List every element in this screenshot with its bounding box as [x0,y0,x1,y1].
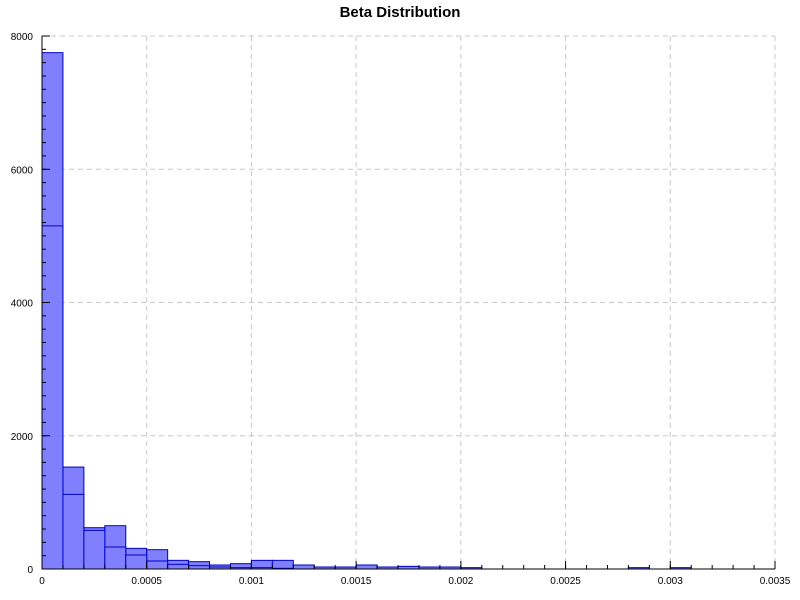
bars-layer [41,52,692,570]
x-tick-label: 0.002 [448,576,473,587]
x-tick-label: 0 [39,576,45,587]
y-tick-label: 6000 [11,165,34,176]
histogram-bar-series-2 [167,563,190,570]
histogram-bar-series-2 [125,554,148,570]
histogram-bar-series-2 [83,529,106,570]
histogram-bar-series-2 [41,225,64,570]
chart-title: Beta Distribution [340,4,461,21]
axes-layer: 0 0.0005 0.001 0.0015 0.002 0.0025 0.003 0.0035… [11,32,791,587]
histogram-bar-series-2 [104,546,127,570]
y-tick-label: 0 [27,565,33,576]
histogram-bar-series-1 [355,564,378,570]
histogram-bar-series-2 [62,493,85,570]
x-tick-label: 0.001 [239,576,264,587]
x-tick-label: 0.0025 [550,576,581,587]
x-tick-label: 0.0035 [760,576,791,587]
y-tick-label: 4000 [11,299,34,310]
histogram-bar-series-2 [146,560,169,570]
grid-layer [42,35,776,569]
x-tick-label: 0.0015 [341,576,372,587]
x-tick-label: 0.0005 [131,576,162,587]
histogram-bar-series-1 [271,559,294,570]
y-tick-label: 2000 [11,432,34,443]
y-tick-label: 8000 [11,32,34,43]
histogram-bar-series-1 [292,564,315,570]
x-tick-label: 0.003 [658,576,683,587]
